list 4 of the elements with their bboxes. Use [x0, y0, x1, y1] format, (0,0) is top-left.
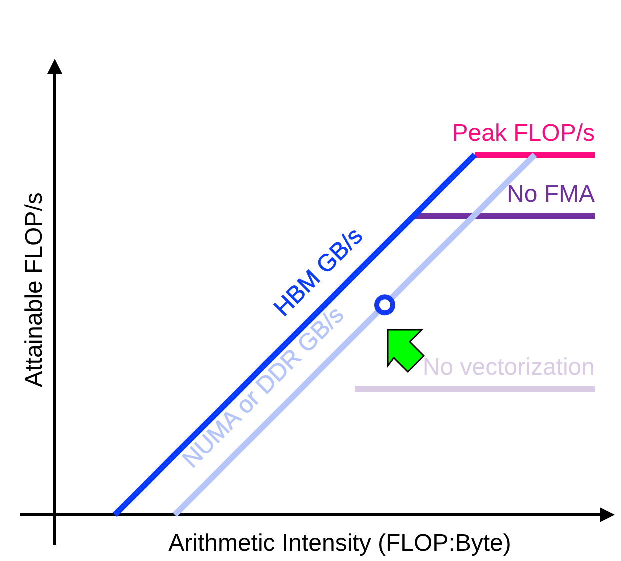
y-axis-title: Attainable FLOP/s	[21, 192, 48, 388]
series-label: Peak FLOP/s	[452, 120, 595, 147]
x-axis-title: Arithmetic Intensity (FLOP:Byte)	[168, 530, 512, 557]
series-label: No FMA	[506, 181, 595, 208]
